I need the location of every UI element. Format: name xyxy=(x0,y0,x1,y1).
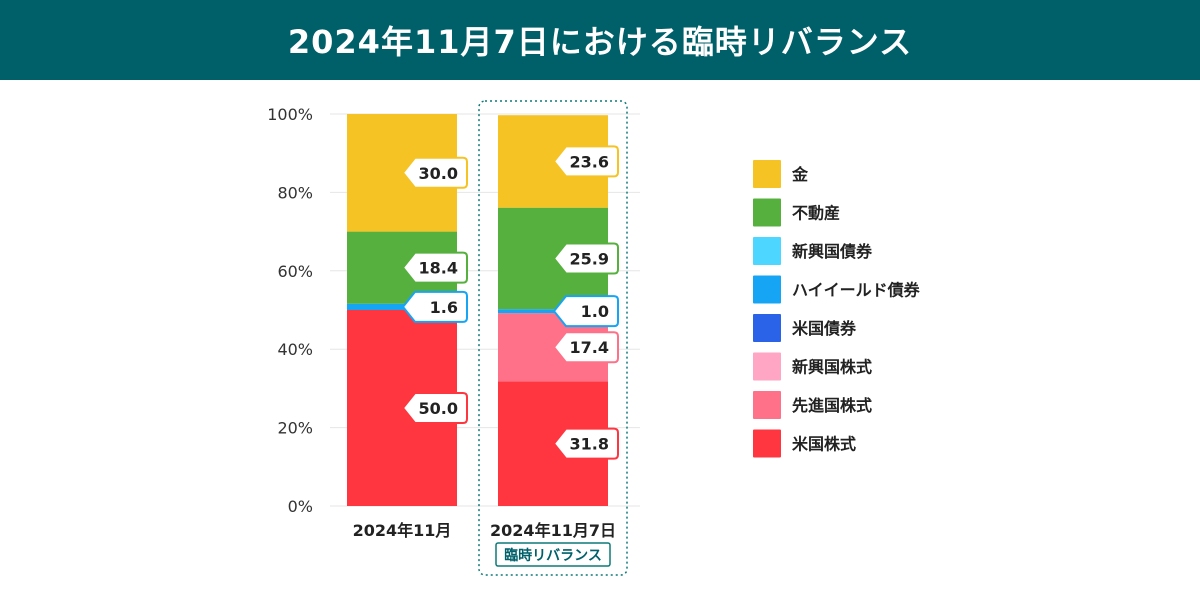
value-label: 1.0 xyxy=(581,302,609,321)
value-label: 17.4 xyxy=(570,338,609,357)
rebalance-badge-label: 臨時リバランス xyxy=(504,547,602,564)
legend-swatch xyxy=(753,198,781,227)
legend-swatch xyxy=(753,429,781,458)
value-label-tag xyxy=(402,290,468,323)
y-tick-label: 40% xyxy=(277,340,313,359)
legend-label: 先進国株式 xyxy=(792,396,872,415)
legend-swatch xyxy=(753,391,781,419)
legend-label: 不動産 xyxy=(792,204,840,223)
value-label-tag xyxy=(402,392,468,424)
x-category-label: 2024年11月7日 xyxy=(490,521,616,540)
highlight-frame xyxy=(478,100,628,576)
value-label: 30.0 xyxy=(419,164,458,183)
value-label-tag xyxy=(402,156,468,189)
value-label-tag xyxy=(553,242,619,275)
legend-label: 新興国株式 xyxy=(792,358,872,377)
chart-title-bar: 2024年11月7日における臨時リバランス xyxy=(0,0,1200,80)
value-label: 23.6 xyxy=(570,152,609,171)
legend-swatch xyxy=(753,314,781,342)
legend-label: 金 xyxy=(791,165,809,184)
legend-label: 新興国債券 xyxy=(792,242,873,261)
value-label: 1.6 xyxy=(430,298,458,317)
legend-label: 米国株式 xyxy=(792,435,856,454)
legend-swatch xyxy=(753,160,781,188)
value-label: 31.8 xyxy=(570,435,609,454)
y-tick-label: 100% xyxy=(267,105,313,124)
value-label-tag xyxy=(553,145,619,178)
legend-swatch xyxy=(753,237,781,265)
y-tick-label: 60% xyxy=(277,262,313,281)
value-label-tag xyxy=(402,251,468,284)
legend-label: ハイイールド債券 xyxy=(792,281,921,300)
legend-label: 米国債券 xyxy=(792,319,857,338)
chart-title: 2024年11月7日における臨時リバランス xyxy=(287,23,913,61)
value-label-tag xyxy=(553,295,619,328)
y-tick-label: 80% xyxy=(277,183,313,202)
legend-swatch xyxy=(753,275,781,304)
value-label: 18.4 xyxy=(419,259,458,278)
value-label-tag xyxy=(553,427,619,460)
rebalance-badge xyxy=(495,542,611,567)
value-label: 50.0 xyxy=(419,399,458,418)
y-tick-label: 20% xyxy=(277,419,313,438)
legend-swatch xyxy=(753,352,781,381)
value-label-tag xyxy=(553,331,619,364)
y-tick-label: 0% xyxy=(288,497,313,516)
value-label: 25.9 xyxy=(570,249,609,268)
x-category-label: 2024年11月 xyxy=(353,521,452,540)
